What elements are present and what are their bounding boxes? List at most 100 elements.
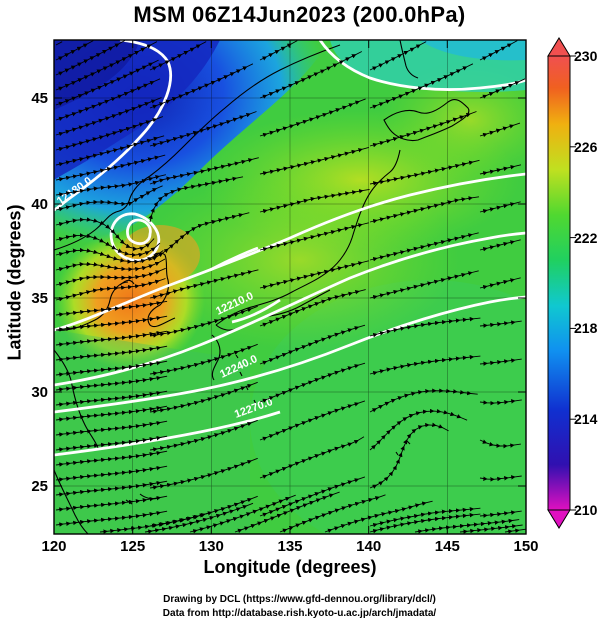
streamline — [369, 196, 480, 224]
streamline — [259, 289, 366, 327]
credit-data: Data from http://database.rish.kyoto-u.a… — [162, 608, 437, 619]
x-ticks — [53, 40, 527, 534]
streamline — [369, 232, 479, 262]
colorbar-lower-extend — [547, 509, 571, 529]
streamline — [55, 345, 168, 362]
streamline — [259, 51, 363, 99]
streamline — [259, 476, 366, 517]
streamline — [369, 388, 478, 413]
streamline — [55, 480, 168, 497]
x-tick-label: 130 — [199, 538, 224, 555]
colorbar-tick-label: 230 — [574, 48, 598, 64]
streamline — [149, 111, 257, 148]
streamline — [479, 439, 521, 449]
streamline — [149, 495, 258, 528]
streamline — [369, 354, 481, 376]
streamline — [479, 164, 522, 176]
streamline — [149, 381, 258, 414]
streamline — [479, 239, 521, 252]
y-tick-labels: 25 30 35 40 45 — [31, 90, 48, 495]
colorbar-tick-label: 210 — [574, 502, 598, 518]
streamline — [55, 420, 168, 437]
streamline — [148, 176, 244, 223]
streamline — [55, 375, 168, 392]
wind-streamlines — [55, 40, 526, 534]
streamline — [369, 422, 449, 489]
y-tick-label: 35 — [31, 290, 48, 307]
streamline — [259, 324, 366, 365]
streamline — [369, 270, 479, 300]
y-tick-label: 30 — [31, 384, 48, 401]
x-tick-label: 145 — [435, 538, 460, 555]
x-tick-label: 120 — [41, 538, 66, 555]
colorbar-tick-label: 218 — [574, 320, 598, 336]
streamline — [55, 360, 168, 377]
streamline — [259, 260, 369, 290]
streamline — [259, 98, 366, 138]
x-tick-labels: 120 125 130 135 140 145 150 — [41, 538, 538, 555]
streamline — [149, 457, 258, 490]
streamline — [479, 277, 521, 290]
streamline — [369, 63, 474, 109]
y-tick-label: 40 — [31, 196, 48, 213]
y-axis-label: Latitude (degrees) — [4, 204, 25, 361]
map-title: MSM 06Z14Jun2023 (200.0hPa) — [133, 2, 466, 27]
streamline — [259, 362, 366, 403]
streamline — [55, 390, 168, 407]
colorbar-tick-label: 226 — [574, 139, 598, 155]
streamline — [55, 450, 168, 467]
colorbar-body — [547, 55, 571, 511]
y-ticks — [54, 97, 526, 487]
streamline — [55, 495, 168, 512]
streamline — [479, 40, 518, 61]
x-tick-label: 150 — [513, 538, 538, 555]
streamline — [369, 111, 477, 148]
streamline — [259, 400, 366, 441]
y-tick-label: 45 — [31, 90, 48, 107]
streamline — [149, 305, 258, 338]
streamline — [259, 146, 369, 176]
colorbar: 230 226 222 218 214 210 — [547, 37, 598, 529]
streamline — [149, 41, 207, 71]
streamline — [55, 300, 168, 317]
credit-drawing: Drawing by DCL (https://www.gfd-dennou.o… — [163, 594, 436, 605]
streamline — [55, 465, 168, 482]
streamline — [55, 247, 164, 265]
streamline — [55, 405, 168, 422]
streamline — [55, 330, 168, 347]
streamline — [55, 315, 168, 332]
streamline — [479, 399, 522, 406]
streamline — [479, 358, 522, 366]
y-tick-label: 25 — [31, 478, 48, 495]
streamline — [369, 159, 480, 186]
streamline — [479, 122, 521, 138]
x-tick-label: 125 — [120, 538, 145, 555]
colorbar-upper-extend — [547, 37, 571, 57]
streamline — [259, 188, 370, 214]
streamline — [459, 524, 523, 534]
streamline — [149, 63, 254, 109]
x-axis-label: Longitude (degrees) — [203, 557, 377, 577]
streamline — [259, 436, 365, 479]
colorbar-tick-label: 214 — [574, 411, 598, 427]
streamline — [479, 475, 522, 482]
streamline — [369, 316, 481, 338]
streamline — [55, 41, 63, 46]
x-tick-label: 135 — [277, 538, 302, 555]
streamline — [369, 507, 481, 528]
streamline — [149, 269, 259, 300]
streamline — [55, 435, 168, 452]
streamline — [504, 528, 526, 534]
streamline — [149, 343, 258, 376]
streamline — [479, 201, 521, 214]
streamline — [369, 41, 427, 71]
streamline — [259, 222, 369, 252]
streamline — [55, 185, 163, 212]
streamline — [149, 419, 258, 452]
streamline — [55, 278, 166, 302]
streamline — [479, 510, 522, 518]
streamline — [55, 258, 166, 272]
colorbar-tick-label: 222 — [574, 230, 598, 246]
streamline — [149, 212, 250, 261]
